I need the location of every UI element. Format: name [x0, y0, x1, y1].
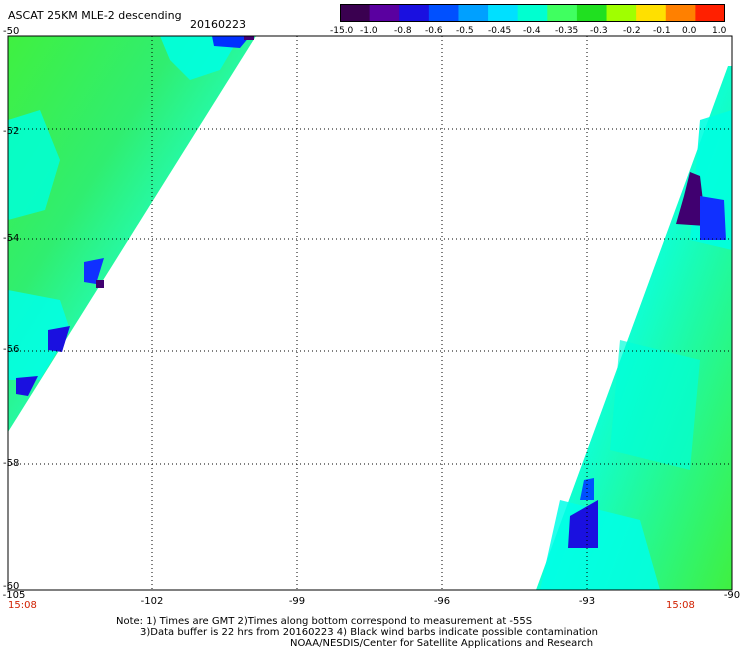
- colorbar-label: -0.1: [653, 26, 671, 36]
- lon-label: -99: [288, 596, 306, 607]
- lon-label: -93: [578, 596, 596, 607]
- left-swath-blue-patch: [16, 376, 38, 396]
- colorbar-label: 1.0: [712, 26, 727, 36]
- colorbar-label: -15.0: [330, 26, 354, 36]
- colorbar-segment: [606, 4, 637, 22]
- colorbar-label: -0.4: [523, 26, 541, 36]
- colorbar-segment: [488, 4, 519, 22]
- colorbar-label: -1.0: [360, 26, 378, 36]
- colorbar-segment: [340, 4, 371, 22]
- grid: [8, 35, 732, 590]
- colorbar-label: -0.5: [456, 26, 474, 36]
- colorbar-segment: [369, 4, 400, 22]
- lon-label: -105: [2, 590, 26, 601]
- colorbar-frame: [340, 4, 725, 22]
- right-swath-blue-patch: [700, 196, 726, 240]
- time-left: 15:08: [8, 600, 37, 611]
- lat-label: -58: [3, 458, 20, 469]
- left-swath-purple-patch: [96, 280, 104, 288]
- lat-label: -56: [3, 344, 20, 355]
- right-swath-cyan-patch: [610, 340, 700, 470]
- map-date: 20160223: [190, 18, 246, 31]
- colorbar-segment: [428, 4, 460, 22]
- colorbar-segment: [576, 4, 608, 22]
- colorbar-segment: [665, 4, 696, 22]
- note-line-3: NOAA/NESDIS/Center for Satellite Applica…: [290, 638, 594, 649]
- left-swath-blue-patch: [84, 258, 104, 284]
- colorbar-label: -0.3: [590, 26, 608, 36]
- colorbar-label: -0.35: [555, 26, 579, 36]
- map-title: ASCAT 25KM MLE-2 descending: [8, 9, 182, 22]
- colorbar-label: -0.6: [425, 26, 443, 36]
- right-swath-blue-patch: [568, 500, 598, 548]
- colorbar-segment: [458, 4, 489, 22]
- map-frame: [7, 35, 733, 591]
- lon-label: -102: [140, 596, 164, 607]
- right-swath-purple-patch: [676, 172, 706, 226]
- colorbar-label: 0.0: [682, 26, 697, 36]
- colorbar-label: -0.2: [623, 26, 641, 36]
- colorbar-segment: [517, 4, 548, 22]
- colorbar-segment: [636, 4, 667, 22]
- left-swath-blue-patch: [212, 36, 250, 48]
- lat-label: -60: [3, 581, 20, 592]
- note-line-2: 3)Data buffer is 22 hrs from 20160223 4)…: [140, 627, 598, 638]
- colorbar-labels: -15.0 -1.0 -0.8 -0.6 -0.5 -0.45 -0.4 -0.…: [330, 26, 730, 38]
- colorbar: [340, 4, 725, 22]
- left-swath-cyan-patch: [160, 36, 240, 80]
- left-swath-cyan-patch: [8, 290, 70, 380]
- lon-label: -96: [433, 596, 451, 607]
- left-swath: [8, 36, 256, 432]
- colorbar-segment: [695, 4, 725, 22]
- time-right: 15:08: [666, 600, 695, 611]
- lat-label: -52: [3, 126, 20, 137]
- note-line-1: Note: 1) Times are GMT 2)Times along bot…: [116, 616, 533, 627]
- colorbar-segment: [547, 4, 578, 22]
- colorbar-segment: [399, 4, 430, 22]
- colorbar-label: -0.8: [394, 26, 412, 36]
- lat-label: -50: [3, 26, 20, 37]
- colorbar-label: -0.45: [488, 26, 512, 36]
- left-swath-cyan-patch: [8, 110, 60, 220]
- lon-label: -90: [723, 590, 740, 601]
- lat-label: -54: [3, 233, 20, 244]
- left-swath-blue-patch: [48, 326, 70, 352]
- left-swath-purple-patch: [244, 36, 254, 40]
